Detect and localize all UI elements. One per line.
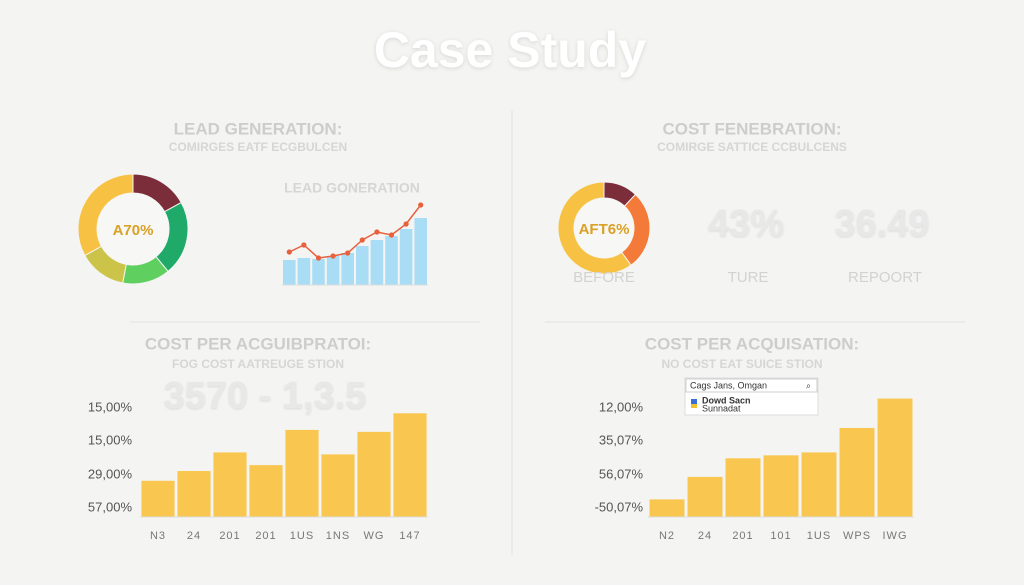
bar [414,218,427,285]
bar [839,427,875,517]
line-point [315,255,322,261]
chart-subtitle: NO COST EAT SUICE STION [661,357,822,371]
chart-title: COST FENEBRATION: [662,119,841,138]
bar [725,458,761,517]
donut-label: BEFORE [573,269,635,286]
bar [399,229,413,285]
x-tick-label: N2 [659,530,675,542]
line-point [301,242,307,248]
bar [356,246,369,285]
bar [249,465,283,517]
page-title: Case Study [374,22,647,78]
stat-label: REPOORT [848,269,922,286]
search-query: Cags Jans, Omgan [690,380,767,390]
y-tick-label: 56,07% [599,466,644,481]
donut-center-label: A70% [113,222,154,239]
bar [141,480,175,517]
bar [801,452,837,517]
line-point [388,232,395,238]
bar [312,259,325,285]
donut-hole [574,198,634,258]
x-tick-label: IWG [883,530,908,542]
stat-value: 43% [708,203,784,245]
line-point [345,250,351,256]
search-result[interactable]: Dowd Sacn [702,395,751,405]
chart-title: COST PER ACGUIBPRATOI: [145,334,371,353]
result-icon [691,399,697,404]
line-point [286,249,292,255]
y-tick-label: 57,00% [88,499,133,514]
search-input[interactable] [685,378,818,393]
search-box[interactable]: Cags Jans, Omgan ⌕ Dowd Sacn Sunnadat [684,377,819,416]
x-tick-label: 101 [770,530,791,542]
line [288,204,422,259]
donut-hole [97,193,169,265]
headline: 3570 - 1,3.5 [164,375,367,417]
stat-label: TURE [728,269,769,286]
line-point [403,221,409,227]
x-tick-label: WG [364,530,385,542]
bar [341,253,354,285]
y-tick-label: -50,07% [595,499,644,514]
x-tick-label: 1US [807,530,831,542]
line-point [418,202,424,208]
bar [321,454,355,517]
x-tick-label: 147 [399,530,420,542]
chart-title: LEAD GENERATION: [174,119,343,138]
bar [370,240,384,285]
chart-subtitle: COMIRGE SATTICE CCBULCENS [657,140,847,154]
bar [763,455,799,517]
x-tick-label: N3 [150,530,166,542]
bar [297,258,311,285]
stat-value: 36.49 [834,203,929,245]
x-tick-label: 1NS [326,530,350,542]
x-tick-label: 201 [732,530,753,542]
y-tick-label: 15,00% [88,432,133,447]
chart-subtitle: COMIRGES EATF ECGBULCEN [169,140,347,154]
x-tick-label: 201 [219,530,240,542]
donut-center-label: AFT6% [579,221,630,238]
search-result-subtitle: Sunnadat [702,403,741,413]
line-point [374,229,380,235]
search-icon[interactable]: ⌕ [806,380,811,390]
bar [393,413,427,517]
y-tick-label: 35,07% [599,432,644,447]
bar [326,256,340,285]
bar [357,431,391,517]
result-icon [691,404,697,408]
y-tick-label: 15,00% [88,399,133,414]
y-tick-label: 12,00% [599,399,644,414]
line-point [330,253,336,259]
x-tick-label: 1US [290,530,314,542]
bar [877,398,913,517]
bar [283,260,296,285]
x-tick-label: WPS [843,530,871,542]
chart-title: LEAD GONERATION [284,180,420,196]
x-tick-label: 24 [698,530,712,542]
x-tick-label: 201 [255,530,276,542]
bar [687,476,723,517]
bar [385,236,398,285]
x-tick-label: 24 [187,530,201,542]
bar [649,499,685,517]
line-point [359,237,365,243]
y-tick-label: 29,00% [88,466,133,481]
chart-subtitle: FOG COST AATREUGE STION [172,357,344,371]
bar [213,452,247,517]
bar [177,471,211,517]
chart-title: COST PER ACQUISATION: [645,334,859,353]
bar [285,429,319,517]
